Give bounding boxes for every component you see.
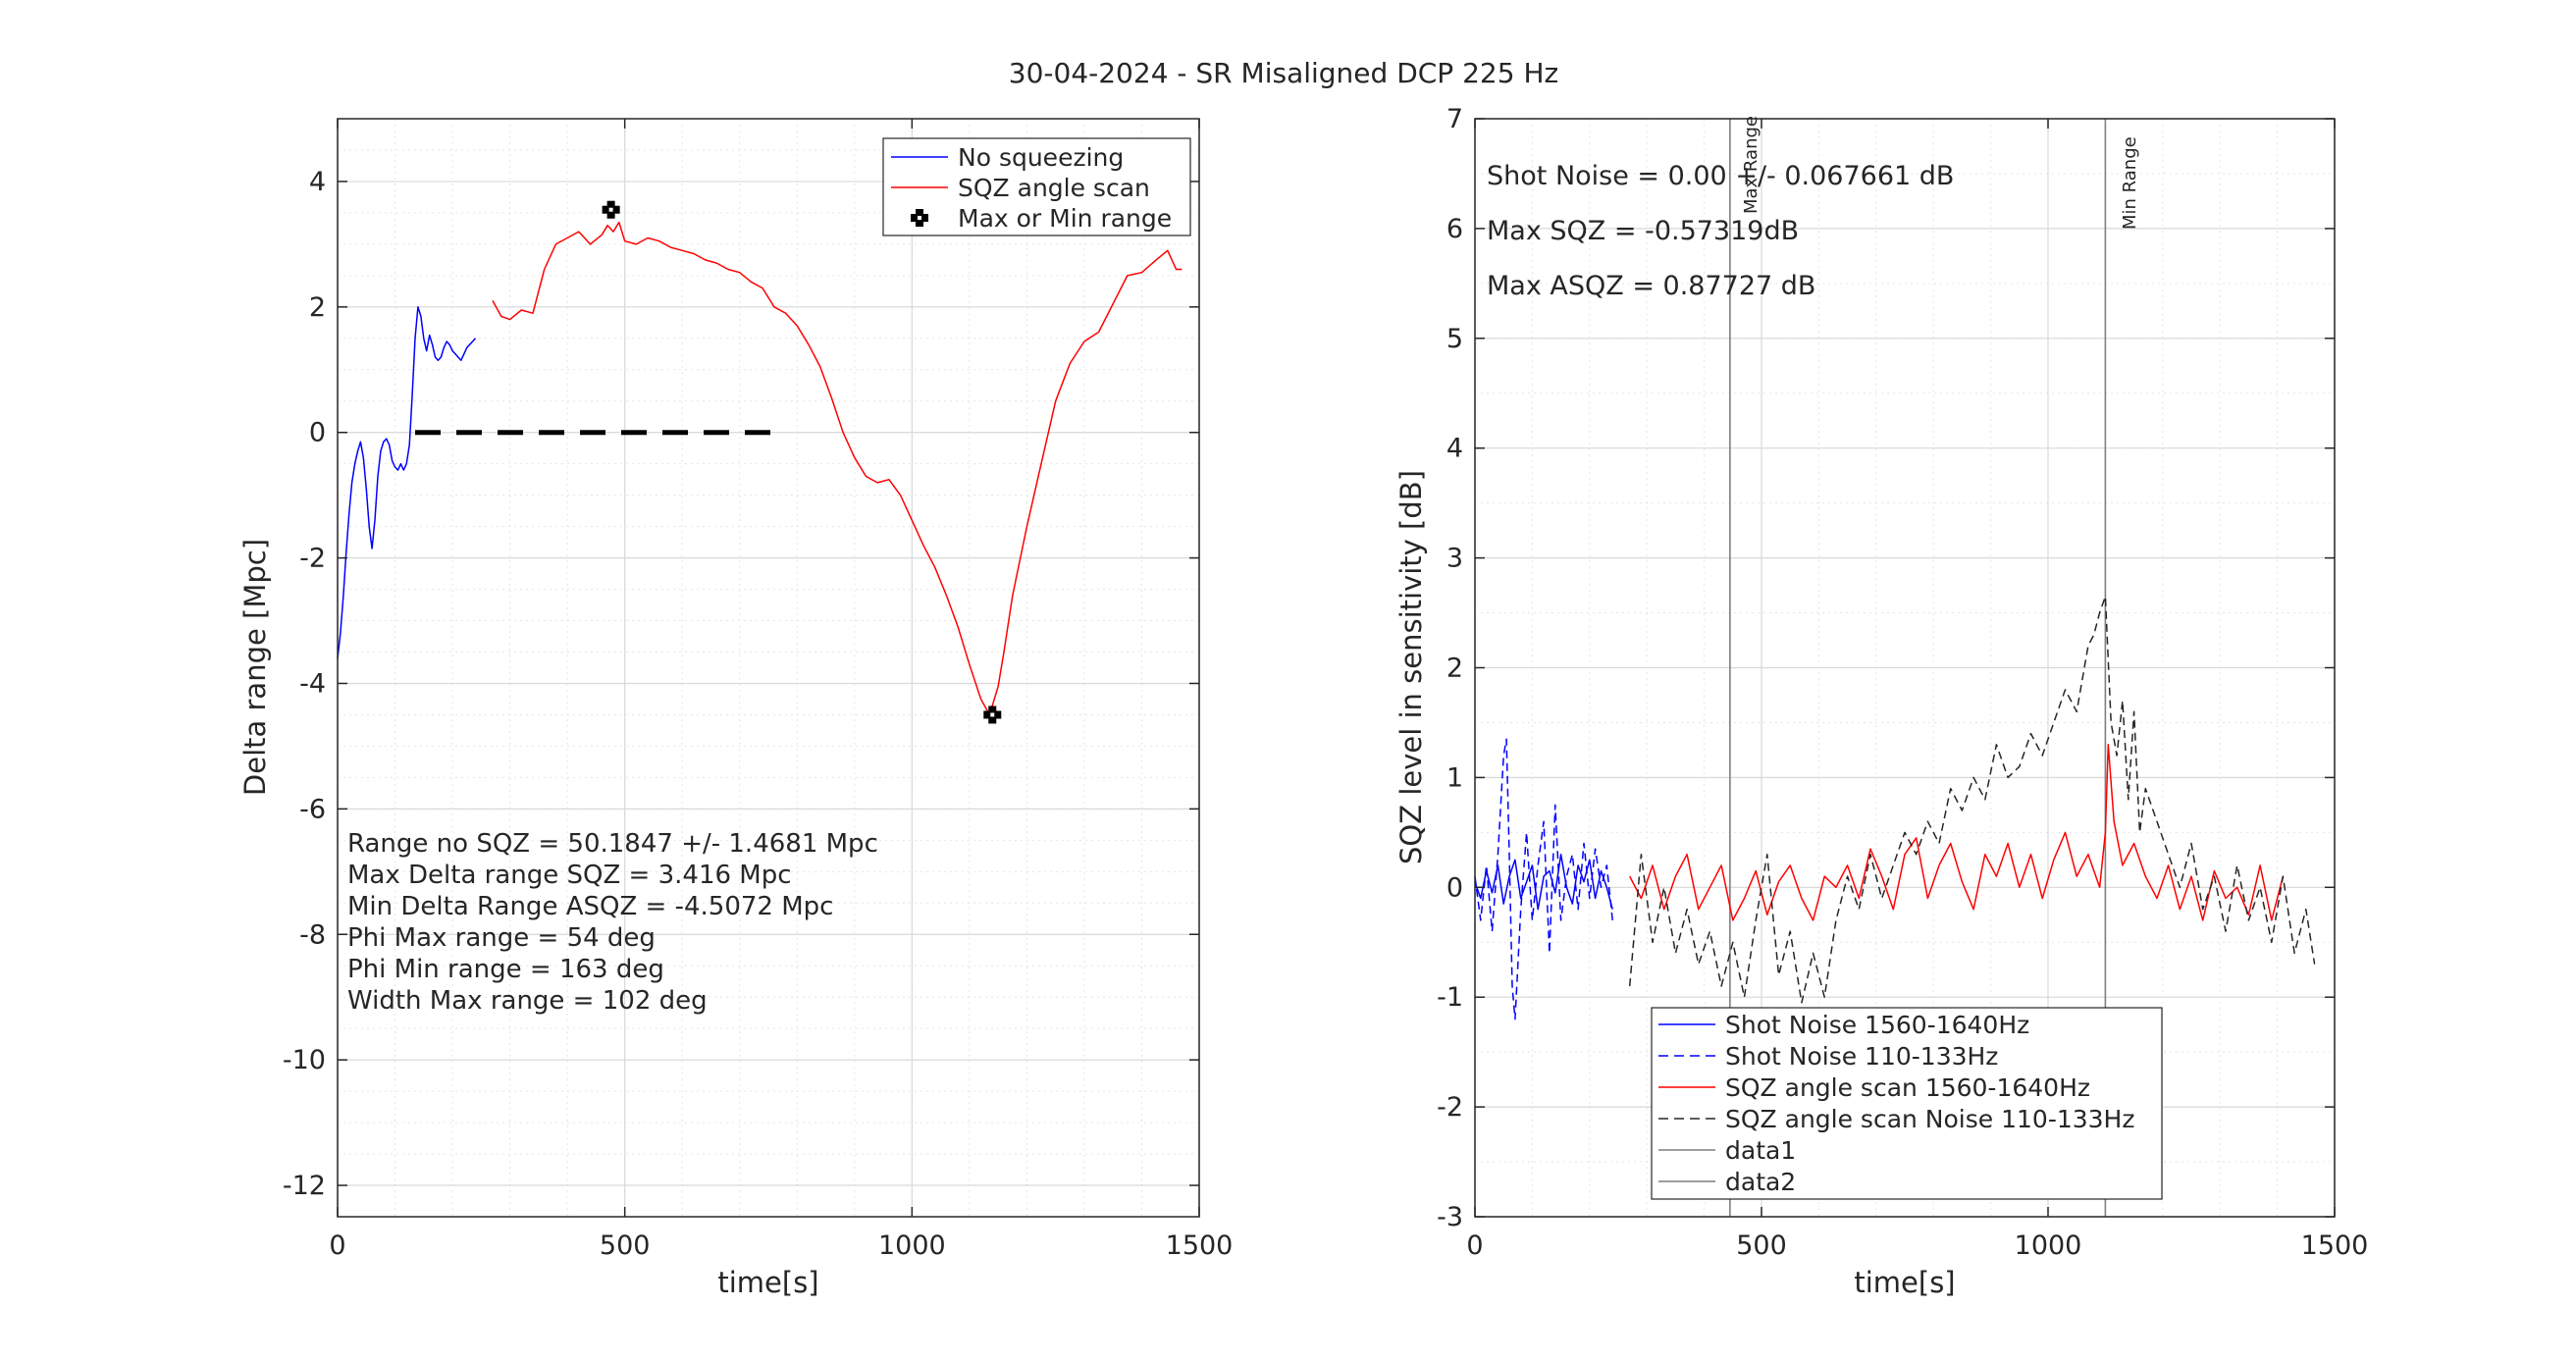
right-legend-label-data1: data1: [1725, 1136, 1796, 1165]
right-x-tick-label: 500: [1736, 1230, 1787, 1261]
left-ticks: 0 500 1000 1500 4 2 0 -2 -4 -6 -8 -10 -12: [283, 119, 1233, 1261]
left-x-axis-label: time[s]: [717, 1266, 818, 1299]
right-y-tick-label: 3: [1446, 544, 1463, 574]
left-annotation-line-2: Max Delta range SQZ = 3.416 Mpc: [347, 861, 792, 890]
right-x-tick-label: 0: [1466, 1230, 1483, 1261]
left-legend: No squeezing SQZ angle scan Max or Min r…: [882, 137, 1191, 236]
right-legend-label-data2: data2: [1725, 1168, 1796, 1196]
left-y-tick-label: -6: [299, 794, 326, 824]
right-annotation-line-3: Max ASQZ = 0.87727 dB: [1487, 271, 1815, 301]
left-series-1: [492, 221, 1183, 716]
right-x-axis-label: time[s]: [1854, 1266, 1955, 1299]
left-y-tick-label: -2: [299, 544, 326, 574]
right-annotation-line-2: Max SQZ = -0.57319dB: [1487, 216, 1799, 246]
left-y-tick-label: -8: [299, 919, 326, 950]
vline-label-min-range: Min Range: [2120, 136, 2140, 230]
right-x-tick-label: 1500: [2301, 1230, 2369, 1261]
right-annotation-line-1: Shot Noise = 0.00 +/- 0.067661 dB: [1487, 161, 1954, 191]
right-series-0: [1474, 853, 1613, 911]
left-x-tick-label: 1000: [878, 1230, 946, 1261]
extremum-marker-1: [983, 706, 1002, 724]
left-y-tick-label: 0: [309, 418, 326, 448]
left-legend-marker-icon: [911, 209, 928, 227]
right-legend-label-sqz-hf: SQZ angle scan 1560-1640Hz: [1725, 1073, 2090, 1102]
left-annotation-line-3: Min Delta Range ASQZ = -4.5072 Mpc: [347, 892, 833, 921]
right-y-tick-label: 1: [1446, 762, 1463, 793]
left-x-tick-label: 1500: [1166, 1230, 1234, 1261]
left-y-tick-label: -12: [283, 1171, 326, 1201]
right-y-tick-label: 0: [1446, 872, 1463, 903]
left-annotation-line-1: Range no SQZ = 50.1847 +/- 1.4681 Mpc: [347, 829, 878, 859]
right-y-tick-label: 5: [1446, 324, 1463, 354]
right-x-tick-label: 1000: [2015, 1230, 2082, 1261]
right-y-tick-label: 2: [1446, 654, 1463, 684]
left-y-tick-label: 2: [309, 292, 326, 323]
right-legend: Shot Noise 1560-1640Hz Shot Noise 110-13…: [1651, 1007, 2163, 1200]
right-series-2: [1629, 744, 2285, 921]
right-legend-label-shot-noise-hf: Shot Noise 1560-1640Hz: [1725, 1011, 2029, 1039]
left-plot-frame: [337, 118, 1200, 1218]
right-y-tick-label: -3: [1437, 1202, 1463, 1232]
vline-label-max-range: Max Range: [1741, 116, 1761, 214]
right-y-tick-label: 4: [1446, 434, 1463, 464]
left-series-layer: [337, 200, 1183, 724]
right-y-tick-label: 6: [1446, 214, 1463, 244]
left-annotations: Range no SQZ = 50.1847 +/- 1.4681 Mpc Ma…: [347, 829, 878, 1016]
left-annotation-line-4: Phi Max range = 54 deg: [347, 923, 656, 953]
right-annotations: Shot Noise = 0.00 +/- 0.067661 dB Max SQ…: [1487, 161, 1954, 301]
left-y-tick-label: -4: [299, 668, 326, 699]
right-series-3: [1628, 596, 2316, 1004]
figure-title: 30-04-2024 - SR Misaligned DCP 225 Hz: [1009, 57, 1558, 89]
left-plot-area: [338, 119, 1199, 1217]
right-plot: 0 500 1000 1500 7 6 5 4 3 2 1 0 -1 -2 -3 Max Range Min…: [1394, 104, 2368, 1299]
left-y-tick-label: 4: [309, 167, 326, 197]
right-y-tick-label: 7: [1446, 104, 1463, 134]
right-y-axis-label: SQZ level in sensitivity [dB]: [1394, 470, 1428, 864]
left-legend-label-markers: Max or Min range: [958, 204, 1172, 233]
left-legend-label-no-squeezing: No squeezing: [958, 143, 1124, 172]
right-legend-label-shot-noise-lf: Shot Noise 110-133Hz: [1725, 1042, 1998, 1071]
right-ticks: 0 500 1000 1500 7 6 5 4 3 2 1 0 -1 -2 -3: [1437, 104, 2368, 1261]
left-plot: 0 500 1000 1500 4 2 0 -2 -4 -6 -8 -10 -12 Range no S…: [238, 118, 1233, 1299]
left-y-tick-label: -10: [283, 1045, 326, 1075]
right-legend-box: [1651, 1007, 2163, 1200]
right-legend-label-sqz-lf: SQZ angle scan Noise 110-133Hz: [1725, 1105, 2134, 1133]
left-y-axis-label: Delta range [Mpc]: [238, 539, 272, 796]
right-y-tick-label: -1: [1437, 982, 1463, 1013]
right-y-tick-label: -2: [1437, 1092, 1463, 1123]
left-annotation-line-5: Phi Min range = 163 deg: [347, 955, 664, 984]
left-x-tick-label: 0: [329, 1230, 345, 1261]
right-series-1: [1474, 738, 1613, 1020]
extremum-marker-0: [602, 200, 620, 219]
left-legend-label-sqz-scan: SQZ angle scan: [958, 174, 1150, 202]
left-annotation-line-6: Width Max range = 102 deg: [347, 986, 708, 1016]
left-series-0: [337, 306, 477, 658]
left-x-tick-label: 500: [600, 1230, 651, 1261]
